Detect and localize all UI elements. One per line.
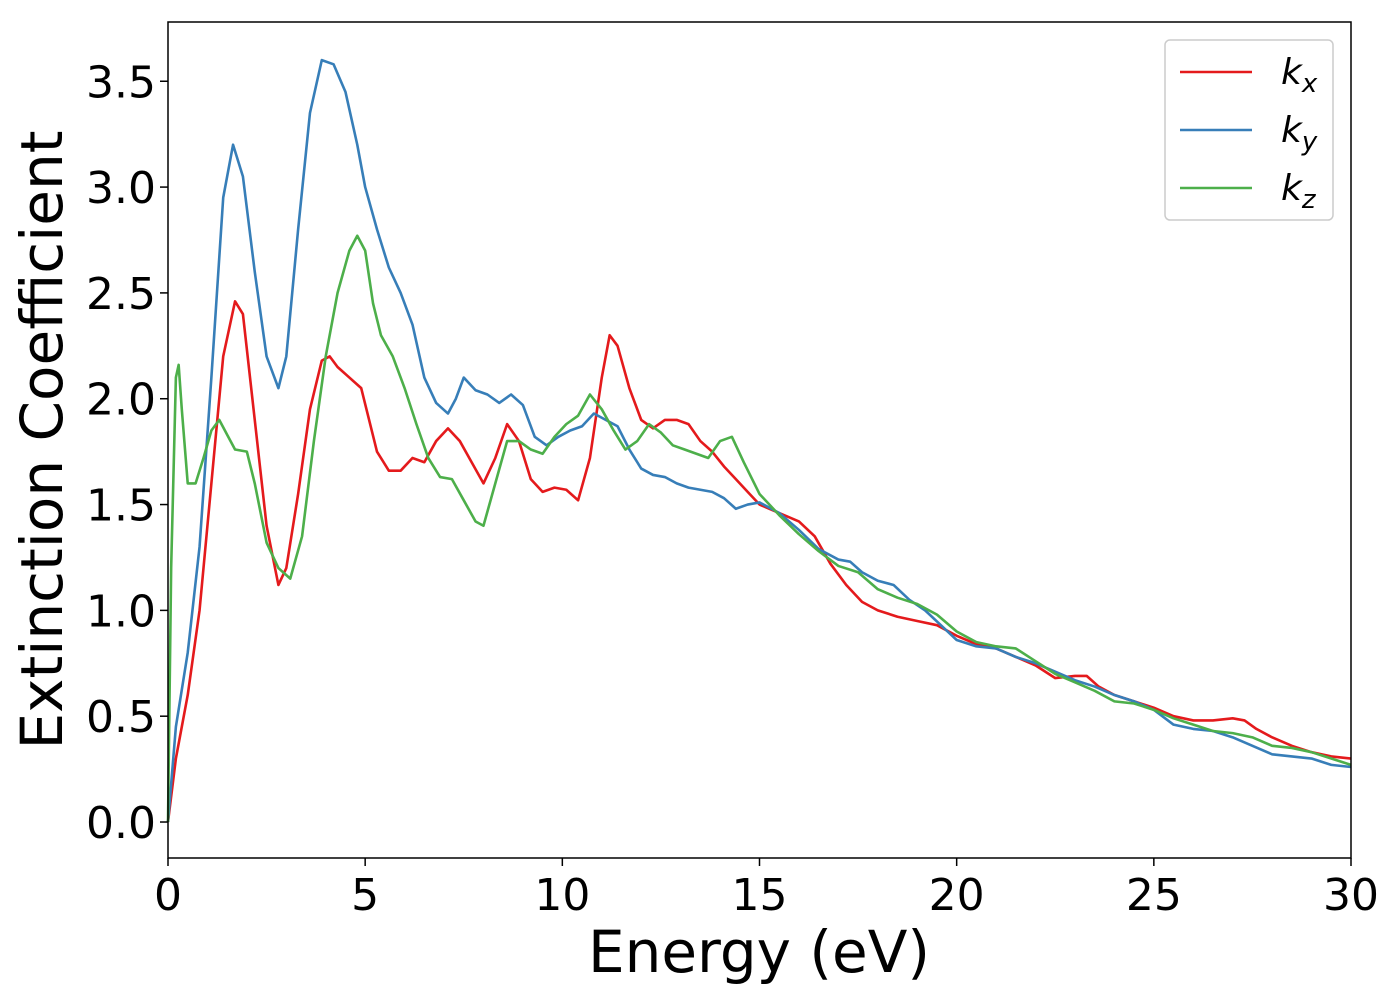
y-tick-label: 3.5 xyxy=(86,57,156,108)
plot-background xyxy=(168,22,1351,858)
legend-items: kx ky kz xyxy=(1180,52,1318,215)
y-tick-label: 1.0 xyxy=(86,586,156,637)
y-axis-ticks: 0.0 0.5 1.0 1.5 2.0 2.5 3.0 3.5 xyxy=(86,57,168,849)
x-tick-label: 25 xyxy=(1126,870,1182,921)
x-tick-label: 20 xyxy=(929,870,985,921)
series-line-y xyxy=(166,58,1352,823)
legend-label-x: kx xyxy=(1281,52,1318,99)
y-tick-label: 2.5 xyxy=(86,269,156,320)
legend-label-z: kz xyxy=(1281,168,1317,215)
legend-label-y: ky xyxy=(1281,110,1318,157)
x-tick-label: 0 xyxy=(154,870,182,921)
x-tick-label: 30 xyxy=(1323,870,1379,921)
x-axis-ticks: 0 5 10 15 20 25 30 xyxy=(154,858,1379,921)
x-tick-label: 5 xyxy=(351,870,379,921)
y-tick-label: 0.5 xyxy=(86,692,156,743)
series-layer xyxy=(166,58,1352,823)
y-tick-label: 3.0 xyxy=(86,163,156,214)
x-axis-title: Energy (eV) xyxy=(588,918,930,986)
series-line-z xyxy=(166,234,1352,823)
x-tick-label: 10 xyxy=(534,870,590,921)
y-tick-label: 0.0 xyxy=(86,798,156,849)
y-tick-label: 2.0 xyxy=(86,375,156,426)
legend: kx ky kz xyxy=(1164,39,1334,221)
x-tick-label: 15 xyxy=(732,870,788,921)
y-tick-label: 1.5 xyxy=(86,481,156,532)
y-axis-title: Extinction Coefficient xyxy=(8,131,76,750)
